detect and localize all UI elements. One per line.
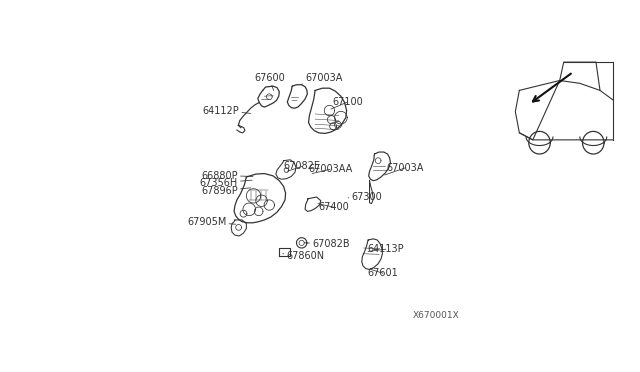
Text: 67003A: 67003A — [385, 163, 424, 175]
Text: 67860N: 67860N — [283, 251, 324, 261]
Text: 67896P: 67896P — [201, 186, 251, 196]
Text: 66880P: 66880P — [201, 170, 253, 180]
Text: X670001X: X670001X — [412, 311, 459, 320]
Text: 67003AA: 67003AA — [308, 164, 352, 174]
Text: 67905M: 67905M — [187, 217, 236, 227]
Text: 67082B: 67082B — [305, 239, 350, 249]
Text: 64113P: 64113P — [367, 244, 404, 254]
Text: 67601: 67601 — [367, 268, 398, 278]
Text: 67400: 67400 — [318, 202, 349, 212]
Text: 67003A: 67003A — [301, 73, 342, 84]
Text: 64112P: 64112P — [202, 106, 251, 116]
Text: 67082E: 67082E — [284, 161, 321, 171]
Text: 67100: 67100 — [331, 97, 363, 109]
Text: 67356H: 67356H — [200, 178, 252, 188]
Text: 67300: 67300 — [348, 192, 382, 202]
Text: 67600: 67600 — [254, 73, 285, 90]
